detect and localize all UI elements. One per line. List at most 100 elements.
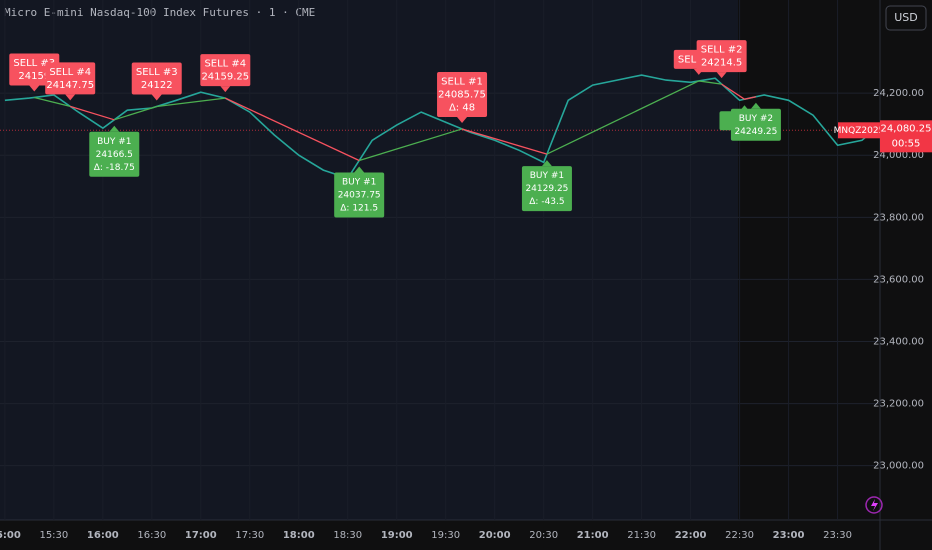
x-tick-label: 18:00 [283,530,315,541]
y-tick-label: 24,200.00 [873,88,924,99]
label-text: 24159 [18,71,50,82]
trade-link [698,80,722,85]
trade-label: BUY #1 24129.25 Δ: -43.5 [521,160,572,212]
x-tick-label: 16:30 [137,530,166,541]
trade-label: SELL #4 24159.25 [200,54,251,93]
y-tick-label: 24,000.00 [873,150,924,161]
trade-link [744,96,757,100]
trade-link [34,96,71,108]
x-tick-label: 18:30 [333,530,362,541]
label-pointer [29,85,40,92]
label-box [200,54,251,87]
label-box [131,62,182,95]
label-text: 24037.75 [338,191,381,201]
trade-label: SELL #1 24085.75 Δ: 48 [437,71,488,123]
label-box [89,131,140,177]
trade-label: BUY #2 24249.25 [730,102,781,141]
label-text: BUY #2 [739,114,773,124]
bolt [871,499,878,511]
bolt-icon[interactable] [865,496,883,514]
label-text: SELL #4 [49,67,91,78]
bolt-circle [865,496,883,514]
label-text: 24159.25 [201,72,249,83]
trade-link [546,80,700,155]
symbol-label: MNQZ2025 [834,126,885,136]
x-tick-label: 16:00 [87,530,119,541]
y-tick-label: 23,800.00 [873,212,924,223]
label-pointer [220,86,231,93]
trade-link [156,97,226,108]
trade-label: SELL #4 24147.75 [45,62,96,101]
x-tick-label: 20:00 [479,530,511,541]
label-text: SELL #1 [441,76,483,87]
currency-button[interactable] [885,5,927,31]
trade-link [70,105,115,121]
label-box [696,40,747,73]
label-text: SELL #4 [204,59,246,70]
label-text: 24085.75 [438,89,486,100]
label-pointer [151,94,162,101]
label-text: 24147.75 [46,80,94,91]
label-box [45,62,96,95]
chart-title: Micro E-mini Nasdaq-100 Index Futures · … [4,6,315,19]
x-tick-label: 22:30 [725,530,754,541]
label-text: 24122 [141,80,173,91]
trade-label: BUY #1 24166.5 Δ: -18.75 [89,125,140,177]
label-pointer [541,160,552,167]
label-pointer [457,116,468,123]
x-tick-label: 23:30 [823,530,852,541]
label-text: 24214.5 [701,58,742,69]
x-tick-label: 21:00 [577,530,609,541]
y-tick-label: 23,200.00 [873,399,924,410]
label-text: 24166.5 [96,150,133,160]
y-tick-label: 23,600.00 [873,274,924,285]
x-tick-label: 23:00 [773,530,805,541]
x-tick-label: 19:00 [381,530,413,541]
label-box [521,166,572,212]
label-pointer [109,125,120,132]
label-text: BUY #1 [530,171,564,181]
label-text: Δ: -18.75 [94,163,135,173]
trade-label: BUY #1 24037.75 Δ: 121.5 [334,166,385,218]
label-pointer [65,94,76,101]
y-tick-label: 23,400.00 [873,336,924,347]
label-pointer [354,166,365,173]
trade-link [358,128,463,162]
label-text: BUY #1 [97,137,131,147]
label-text: Δ: 121.5 [340,204,378,214]
trade-link [461,128,548,155]
trade-label: SELL #3 24122 [131,62,182,101]
label-text: 24129.25 [525,184,568,194]
label-box [730,108,781,141]
countdown-label: 00:55 [892,138,921,149]
x-tick-label: 20:30 [529,530,558,541]
future-region [738,0,880,520]
trade-link [114,105,157,121]
x-tick-label: 15:30 [39,530,68,541]
x-tick-label: 21:30 [627,530,656,541]
x-tick-label: 19:30 [431,530,460,541]
label-box [437,71,488,117]
x-tick-label: 15:00 [0,530,21,541]
x-tick-label: 17:00 [185,530,217,541]
trade-link [721,83,745,100]
label-pointer [716,72,727,79]
label-text: SELL #2 [701,45,743,56]
label-text: 24249.25 [734,127,777,137]
label-text: Δ: -43.5 [529,197,564,207]
trade-label: SELL #2 24214.5 [696,40,747,79]
x-tick-label: 17:30 [235,530,264,541]
symbol-tag [838,122,880,139]
currency-label: USD [894,11,918,24]
label-pointer [750,102,761,109]
last-price-label: 24,080.25 [881,123,932,134]
label-text: SELL #3 [136,67,178,78]
price-tag [880,120,932,153]
trade-link [225,97,360,162]
label-text: Δ: 48 [449,102,475,113]
x-tick-label: 22:00 [675,530,707,541]
label-text: BUY #1 [342,178,376,188]
y-tick-label: 23,000.00 [873,461,924,472]
